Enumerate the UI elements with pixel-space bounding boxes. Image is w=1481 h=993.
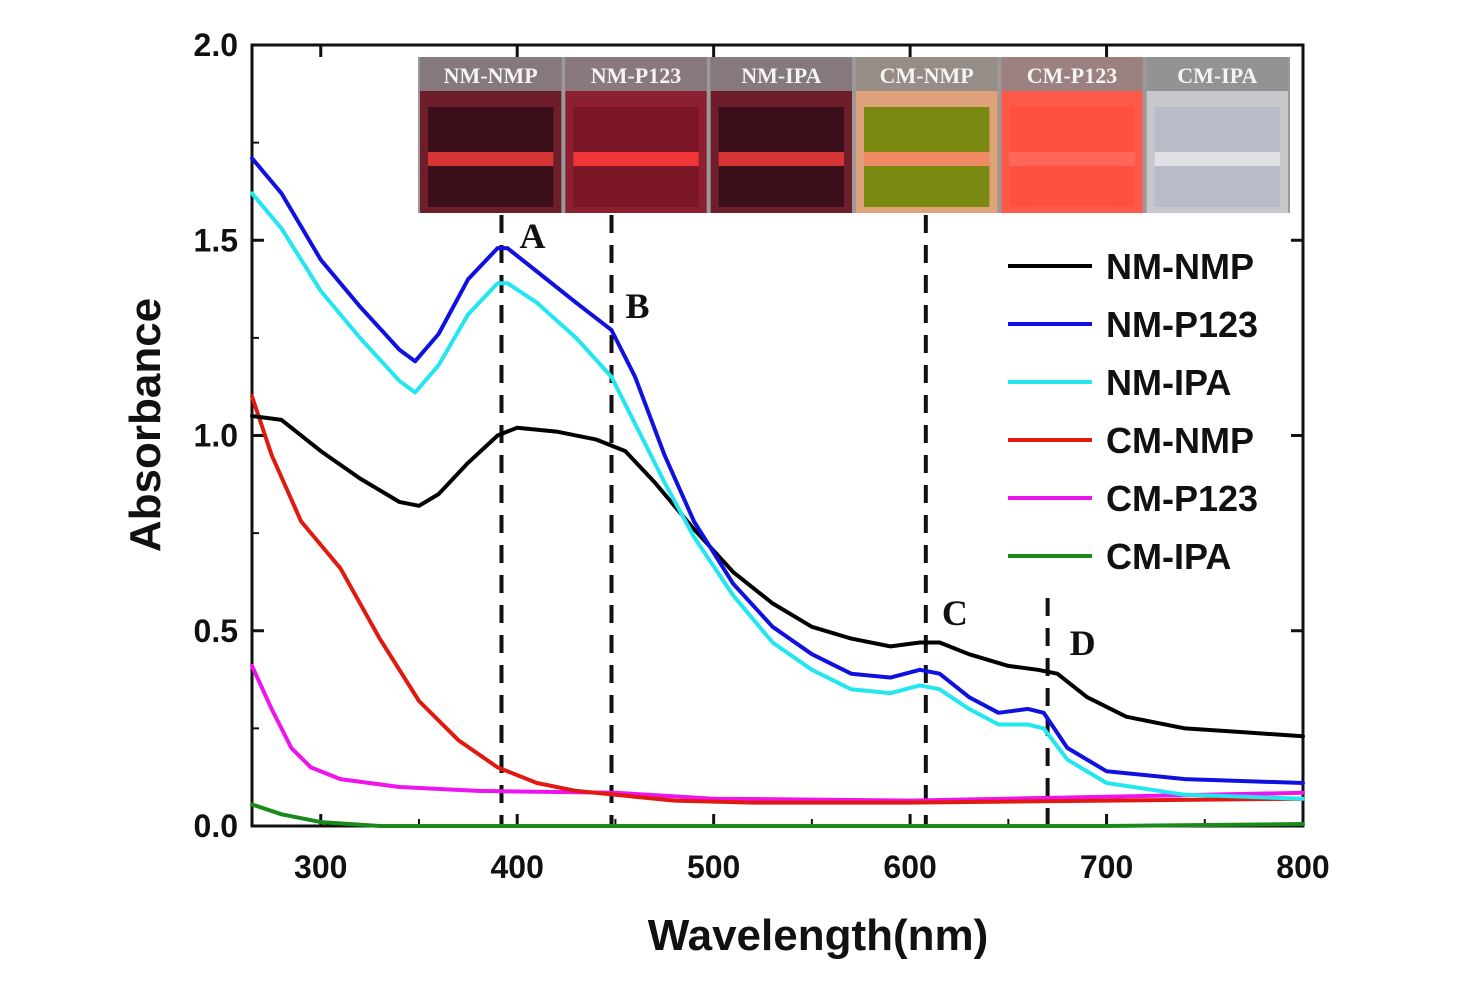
series-line-nm-ipa	[250, 191, 1305, 801]
y-tick-label: 1.0	[194, 418, 238, 454]
vial-label-bg	[1146, 57, 1288, 91]
series-line-cm-p123	[250, 663, 1305, 803]
vial-laser-band	[573, 152, 699, 166]
vial-label-bg	[710, 57, 852, 91]
x-axis-title: Wavelength(nm)	[648, 911, 989, 960]
series-line-nm-nmp	[250, 414, 1305, 739]
peak-label: A	[519, 216, 545, 256]
reference-lines: A B C D	[499, 215, 1096, 826]
vial-label: CM-IPA	[1177, 63, 1257, 88]
y-tick-label: 0.0	[194, 808, 238, 844]
vial-label: NM-NMP	[444, 63, 538, 88]
x-tick-label: 400	[491, 849, 544, 885]
series-line-nm-p123	[250, 156, 1305, 785]
legend-label: CM-IPA	[1106, 536, 1231, 577]
vial-label: CM-NMP	[880, 63, 974, 88]
vial-label-bg	[856, 57, 998, 91]
x-tick-label: 500	[687, 849, 740, 885]
vial-laser-band	[864, 152, 990, 166]
y-axis-title: Absorbance	[121, 298, 170, 552]
series-line-cm-ipa	[250, 802, 1305, 828]
series-line-cm-nmp	[250, 394, 1305, 805]
y-tick-label: 2.0	[194, 27, 238, 63]
x-tick-label: 800	[1276, 849, 1329, 885]
peak-label: D	[1070, 623, 1096, 663]
vial-laser-band	[428, 152, 554, 166]
vial-label: NM-P123	[591, 63, 681, 88]
vial-laser-band	[1009, 152, 1135, 166]
x-tick-label: 300	[294, 849, 347, 885]
y-tick-label: 0.5	[194, 613, 238, 649]
peak-label: C	[942, 593, 968, 633]
vial-label-bg	[565, 57, 707, 91]
vial-photo-inset: NM-NMP NM-P123 NM-IPA CM-NMP CM-P123 CM-IPA	[418, 57, 1290, 213]
legend-label: NM-NMP	[1106, 246, 1254, 287]
legend-label: NM-IPA	[1106, 362, 1231, 403]
chart-frame: 300 400 500 600 700 800 0.0 0.5 1.0 1.5 2.0	[194, 27, 1330, 885]
legend-label: NM-P123	[1106, 304, 1258, 345]
vial-label-bg	[420, 57, 562, 91]
x-tick-label: 600	[883, 849, 936, 885]
vial-label-bg	[1001, 57, 1143, 91]
legend-label: CM-P123	[1106, 478, 1258, 519]
y-tick-label: 1.5	[194, 222, 238, 258]
vial-label: CM-P123	[1027, 63, 1117, 88]
series-lines	[250, 156, 1305, 828]
legend-label: CM-NMP	[1106, 420, 1254, 461]
x-tick-label: 700	[1080, 849, 1133, 885]
vial-laser-band	[1154, 152, 1280, 166]
inset-background	[418, 57, 1290, 213]
vial-label: NM-IPA	[741, 63, 821, 88]
legend: NM-NMP NM-P123 NM-IPA CM-NMP CM-P123 CM-IPA	[1008, 246, 1258, 577]
vial-laser-band	[718, 152, 844, 166]
peak-label: B	[626, 286, 650, 326]
